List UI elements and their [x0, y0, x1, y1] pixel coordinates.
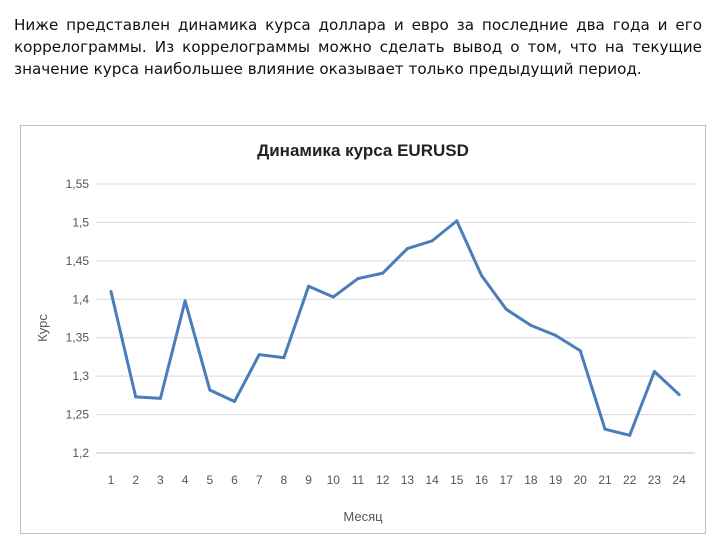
y-axis-label: Курс	[35, 314, 50, 342]
chart-title: Динамика курса EURUSD	[257, 141, 469, 160]
y-tick-label: 1,55	[66, 177, 90, 191]
data-point	[554, 333, 558, 337]
data-point	[652, 370, 656, 374]
x-tick-label: 22	[623, 473, 637, 487]
x-tick-label: 3	[157, 473, 164, 487]
x-tick-label: 2	[132, 473, 139, 487]
x-tick-label: 15	[450, 473, 464, 487]
grid-layer	[96, 183, 695, 454]
data-point	[578, 349, 582, 353]
x-tick-label: 14	[425, 473, 439, 487]
data-point	[628, 433, 632, 437]
x-tick-label: 19	[549, 473, 563, 487]
x-tick-labels: 1 2 3 4 5 6 7 8 9 10 11 12 13 14 15 16 17 18 19 20 21 22 23 24	[108, 473, 686, 487]
x-tick-label: 8	[281, 473, 288, 487]
chart-container: Динамика курса EURUSD 1,2 1,25 1,3 1,35 1,4 1…	[20, 125, 706, 534]
x-tick-label: 1	[108, 473, 115, 487]
x-tick-label: 17	[500, 473, 514, 487]
data-point	[529, 323, 533, 327]
data-point	[356, 277, 360, 281]
x-tick-label: 7	[256, 473, 263, 487]
data-point	[480, 273, 483, 277]
x-tick-label: 24	[672, 473, 686, 487]
x-tick-label: 13	[401, 473, 415, 487]
y-tick-label: 1,5	[72, 215, 89, 229]
y-tick-label: 1,4	[72, 292, 89, 306]
y-tick-label: 1,2	[72, 446, 89, 460]
data-point	[430, 239, 434, 243]
x-tick-label: 4	[182, 473, 189, 487]
x-tick-label: 10	[327, 473, 341, 487]
x-tick-label: 12	[376, 473, 390, 487]
x-tick-label: 23	[648, 473, 662, 487]
series-line	[109, 219, 681, 437]
y-tick-label: 1,3	[72, 369, 89, 383]
data-point	[257, 353, 261, 357]
x-tick-label: 6	[231, 473, 238, 487]
eurusd-line-chart: Динамика курса EURUSD 1,21,251,31,351,41…	[35, 141, 695, 524]
data-point	[677, 393, 681, 397]
y-tick-label: 1,45	[66, 254, 90, 268]
y-tick-label: 1,25	[66, 408, 90, 422]
data-point	[109, 290, 113, 294]
x-tick-label: 11	[352, 473, 365, 487]
data-point	[381, 271, 385, 275]
data-point	[331, 295, 335, 299]
x-tick-label: 20	[574, 473, 588, 487]
data-point	[504, 307, 508, 311]
y-tick-label: 1,35	[66, 331, 90, 345]
data-point	[208, 388, 212, 392]
data-point	[158, 396, 162, 400]
data-point	[233, 400, 236, 404]
data-point	[183, 299, 187, 303]
y-tick-labels: 1,2 1,25 1,3 1,35 1,4 1,45 1,5 1,55	[66, 177, 90, 460]
intro-paragraph: Ниже представлен динамика курса доллара …	[14, 16, 702, 78]
x-tick-label: 5	[206, 473, 213, 487]
data-point	[455, 219, 459, 223]
x-tick-label: 18	[524, 473, 538, 487]
data-point	[282, 356, 286, 360]
x-tick-label: 21	[598, 473, 612, 487]
data-point	[405, 247, 409, 251]
series-layer	[109, 219, 681, 437]
x-tick-label: 16	[475, 473, 489, 487]
x-axis-label: Месяц	[343, 509, 383, 524]
data-point	[134, 395, 138, 399]
data-point	[603, 427, 607, 431]
data-point	[307, 284, 311, 288]
x-tick-label: 9	[305, 473, 312, 487]
